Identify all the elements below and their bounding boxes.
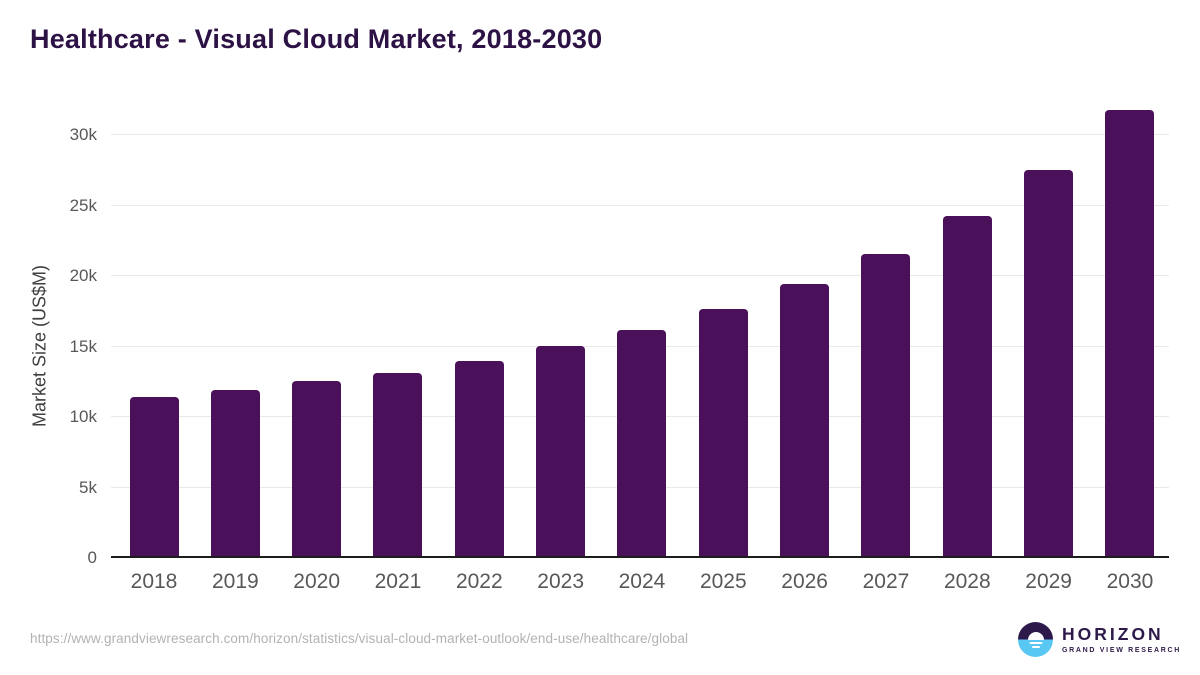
bar-2025 bbox=[698, 309, 748, 556]
x-tick-label: 2029 bbox=[1025, 570, 1072, 593]
x-tick-label: 2027 bbox=[862, 570, 910, 593]
x-tick-label: 2024 bbox=[618, 570, 666, 593]
y-tick-label: 30k bbox=[69, 125, 97, 144]
bar-2018 bbox=[129, 396, 179, 556]
x-tick-label: 2022 bbox=[455, 570, 503, 593]
bar-2030 bbox=[1105, 110, 1155, 556]
sun-reflection-line bbox=[1031, 646, 1040, 648]
y-tick-label: 10k bbox=[69, 407, 97, 426]
bar-2020 bbox=[292, 381, 342, 556]
x-tick-label: 2026 bbox=[781, 570, 828, 593]
logo-tagline-text: GRAND VIEW RESEARCH bbox=[1062, 646, 1182, 654]
x-tick-label: 2020 bbox=[293, 570, 341, 593]
bar-2028 bbox=[942, 216, 992, 556]
grid-line bbox=[111, 204, 1169, 206]
logo-brand-text: HORIZON bbox=[1062, 623, 1164, 644]
chart-title: Healthcare - Visual Cloud Market, 2018-2… bbox=[30, 24, 603, 54]
x-tick-label: 2028 bbox=[943, 570, 991, 593]
x-tick-label: 2019 bbox=[211, 570, 259, 593]
bar-2029 bbox=[1024, 169, 1074, 556]
bar-2027 bbox=[861, 254, 911, 556]
plot-area bbox=[111, 95, 1169, 558]
bar-2024 bbox=[617, 330, 667, 556]
y-tick-label: 25k bbox=[69, 195, 97, 215]
x-tick-label: 2021 bbox=[374, 570, 422, 593]
horizon-sunrise-icon bbox=[1018, 622, 1053, 657]
sun-icon bbox=[1027, 631, 1044, 640]
brand-logo: HORIZON GRAND VIEW RESEARCH bbox=[1018, 622, 1181, 657]
grid-line bbox=[111, 134, 1169, 135]
logo-text-block: HORIZON GRAND VIEW RESEARCH bbox=[1062, 623, 1182, 655]
grid-line bbox=[111, 275, 1169, 276]
bar-2019 bbox=[210, 389, 260, 556]
sun-reflection-line bbox=[1029, 642, 1042, 644]
y-tick-label: 15k bbox=[69, 336, 97, 356]
source-url: https://www.grandviewresearch.com/horizo… bbox=[30, 631, 689, 646]
bar-2026 bbox=[780, 283, 830, 556]
x-tick-label: 2025 bbox=[699, 570, 747, 593]
y-tick-label: 0 bbox=[87, 548, 97, 567]
bar-2021 bbox=[373, 372, 423, 556]
x-tick-label: 2023 bbox=[537, 570, 584, 593]
bar-2023 bbox=[536, 345, 586, 556]
x-tick-label: 2030 bbox=[1106, 570, 1154, 593]
y-tick-label: 20k bbox=[69, 266, 97, 285]
x-tick-label: 2018 bbox=[130, 570, 178, 593]
bar-2022 bbox=[454, 361, 504, 556]
y-tick-label: 5k bbox=[79, 477, 97, 497]
